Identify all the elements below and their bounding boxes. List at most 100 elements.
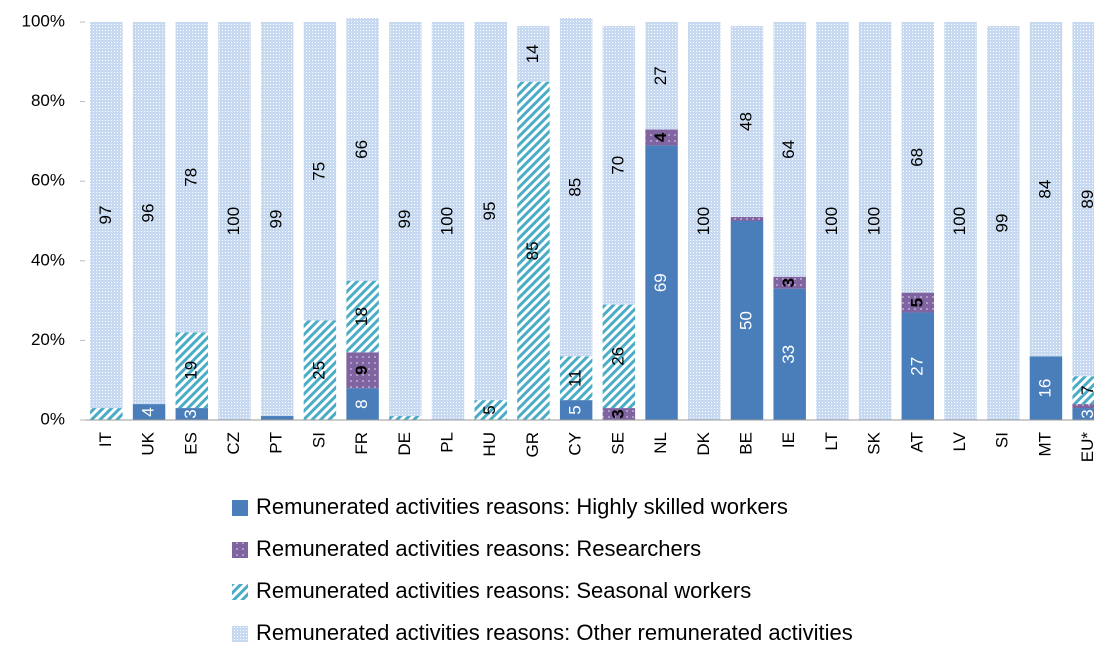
y-tick-label: 0% — [40, 409, 65, 428]
data-label: 84 — [1035, 180, 1054, 199]
bar-segment — [645, 22, 678, 130]
x-tick-label: LT — [822, 432, 841, 451]
x-tick-label: LV — [950, 431, 969, 451]
data-label: 26 — [608, 347, 627, 366]
x-tick-label: UK — [139, 431, 158, 455]
x-tick-label: BE — [736, 432, 755, 455]
bar-segment — [132, 404, 166, 420]
bar-segment — [602, 408, 636, 420]
data-label: 100 — [865, 207, 884, 235]
data-label: 5 — [480, 405, 499, 414]
legend-swatch — [232, 500, 248, 516]
data-label: 19 — [181, 361, 200, 380]
x-tick-label: IE — [779, 432, 798, 448]
data-label: 66 — [352, 140, 371, 159]
bar-segment — [389, 22, 422, 417]
bar-segment — [218, 22, 251, 420]
data-label: 4 — [651, 132, 670, 142]
data-label: 48 — [736, 112, 755, 131]
bar-segment — [901, 312, 935, 420]
data-label: 16 — [1035, 379, 1054, 398]
y-tick-label: 60% — [31, 171, 65, 190]
bar-segment — [90, 22, 123, 409]
data-label: 7 — [1078, 385, 1094, 394]
bar-segment — [260, 416, 294, 420]
x-tick-label: DE — [395, 432, 414, 456]
y-tick-label: 80% — [31, 91, 65, 110]
data-label: 33 — [779, 345, 798, 364]
x-tick-label: MT — [1035, 432, 1054, 457]
data-label: 27 — [907, 357, 926, 376]
bar-segment — [730, 217, 764, 221]
bar-segment — [688, 22, 721, 420]
data-label: 100 — [224, 207, 243, 235]
x-tick-label: ES — [181, 432, 200, 455]
bar-segment — [858, 22, 892, 420]
bar-segment — [431, 22, 465, 420]
data-label: 9 — [352, 366, 371, 375]
data-label: 50 — [736, 311, 755, 330]
bar-segment — [175, 22, 208, 333]
bar-segment — [1072, 408, 1094, 420]
x-tick-label: AT — [907, 432, 926, 452]
bar-segment — [1072, 22, 1094, 377]
bar-segment — [389, 416, 422, 420]
x-tick-label: EU* — [1078, 432, 1094, 463]
bar-segment — [730, 221, 764, 420]
bar-segment — [346, 388, 379, 420]
bar-segment — [260, 22, 294, 417]
data-label: 68 — [907, 148, 926, 167]
data-label: 18 — [352, 307, 371, 326]
data-label: 69 — [651, 273, 670, 292]
bar-segment — [559, 18, 593, 357]
data-label: 3 — [779, 278, 798, 287]
x-tick-label: IT — [96, 432, 115, 447]
data-label: 100 — [694, 207, 713, 235]
legend-swatch — [232, 626, 248, 642]
legend-label: Remunerated activities reasons: Other re… — [256, 620, 853, 645]
legend-label: Remunerated activities reasons: Seasonal… — [256, 578, 751, 603]
x-tick-label: FR — [352, 432, 371, 455]
x-tick-label: DK — [694, 431, 713, 455]
data-label: 100 — [438, 207, 457, 235]
bar-segment — [1072, 404, 1094, 409]
bar-segment — [90, 408, 123, 420]
data-label: 85 — [523, 241, 542, 260]
bar-segment — [132, 22, 166, 405]
x-tick-label: SI — [993, 432, 1012, 448]
bar-segment — [730, 25, 764, 218]
bar-segment — [901, 22, 935, 293]
legend-swatch — [232, 542, 248, 558]
data-label: 3 — [181, 409, 200, 418]
data-label: 99 — [267, 210, 286, 229]
bar-segment — [1072, 376, 1094, 405]
legend-label: Remunerated activities reasons: Research… — [256, 536, 701, 561]
bar-segment — [645, 145, 678, 420]
bar-segment — [987, 25, 1020, 420]
x-tick-label: CZ — [224, 432, 243, 455]
bar-segment — [816, 22, 849, 420]
bar-segment — [303, 22, 337, 321]
bar-segment — [474, 22, 507, 401]
bar-segment — [559, 356, 593, 401]
data-label: 99 — [395, 210, 414, 229]
x-tick-label: SE — [608, 432, 627, 455]
bar-segment — [1029, 22, 1063, 357]
data-label: 89 — [1078, 190, 1094, 209]
bar-segment — [1029, 356, 1063, 420]
bar-segment — [346, 18, 379, 281]
x-tick-label: SK — [865, 431, 884, 454]
bar-segment — [773, 22, 806, 277]
data-label: 5 — [907, 298, 926, 307]
y-tick-label: 40% — [31, 250, 65, 269]
data-label: 85 — [566, 178, 585, 197]
y-tick-label: 20% — [31, 330, 65, 349]
data-label: 11 — [566, 369, 585, 387]
x-tick-label: SI — [309, 432, 328, 448]
bar-segment — [474, 400, 507, 420]
legend-swatch — [232, 584, 248, 600]
bar-segment — [517, 25, 550, 82]
bar-segment — [602, 304, 636, 409]
data-label: 3 — [1078, 409, 1094, 418]
data-label: 27 — [651, 66, 670, 85]
